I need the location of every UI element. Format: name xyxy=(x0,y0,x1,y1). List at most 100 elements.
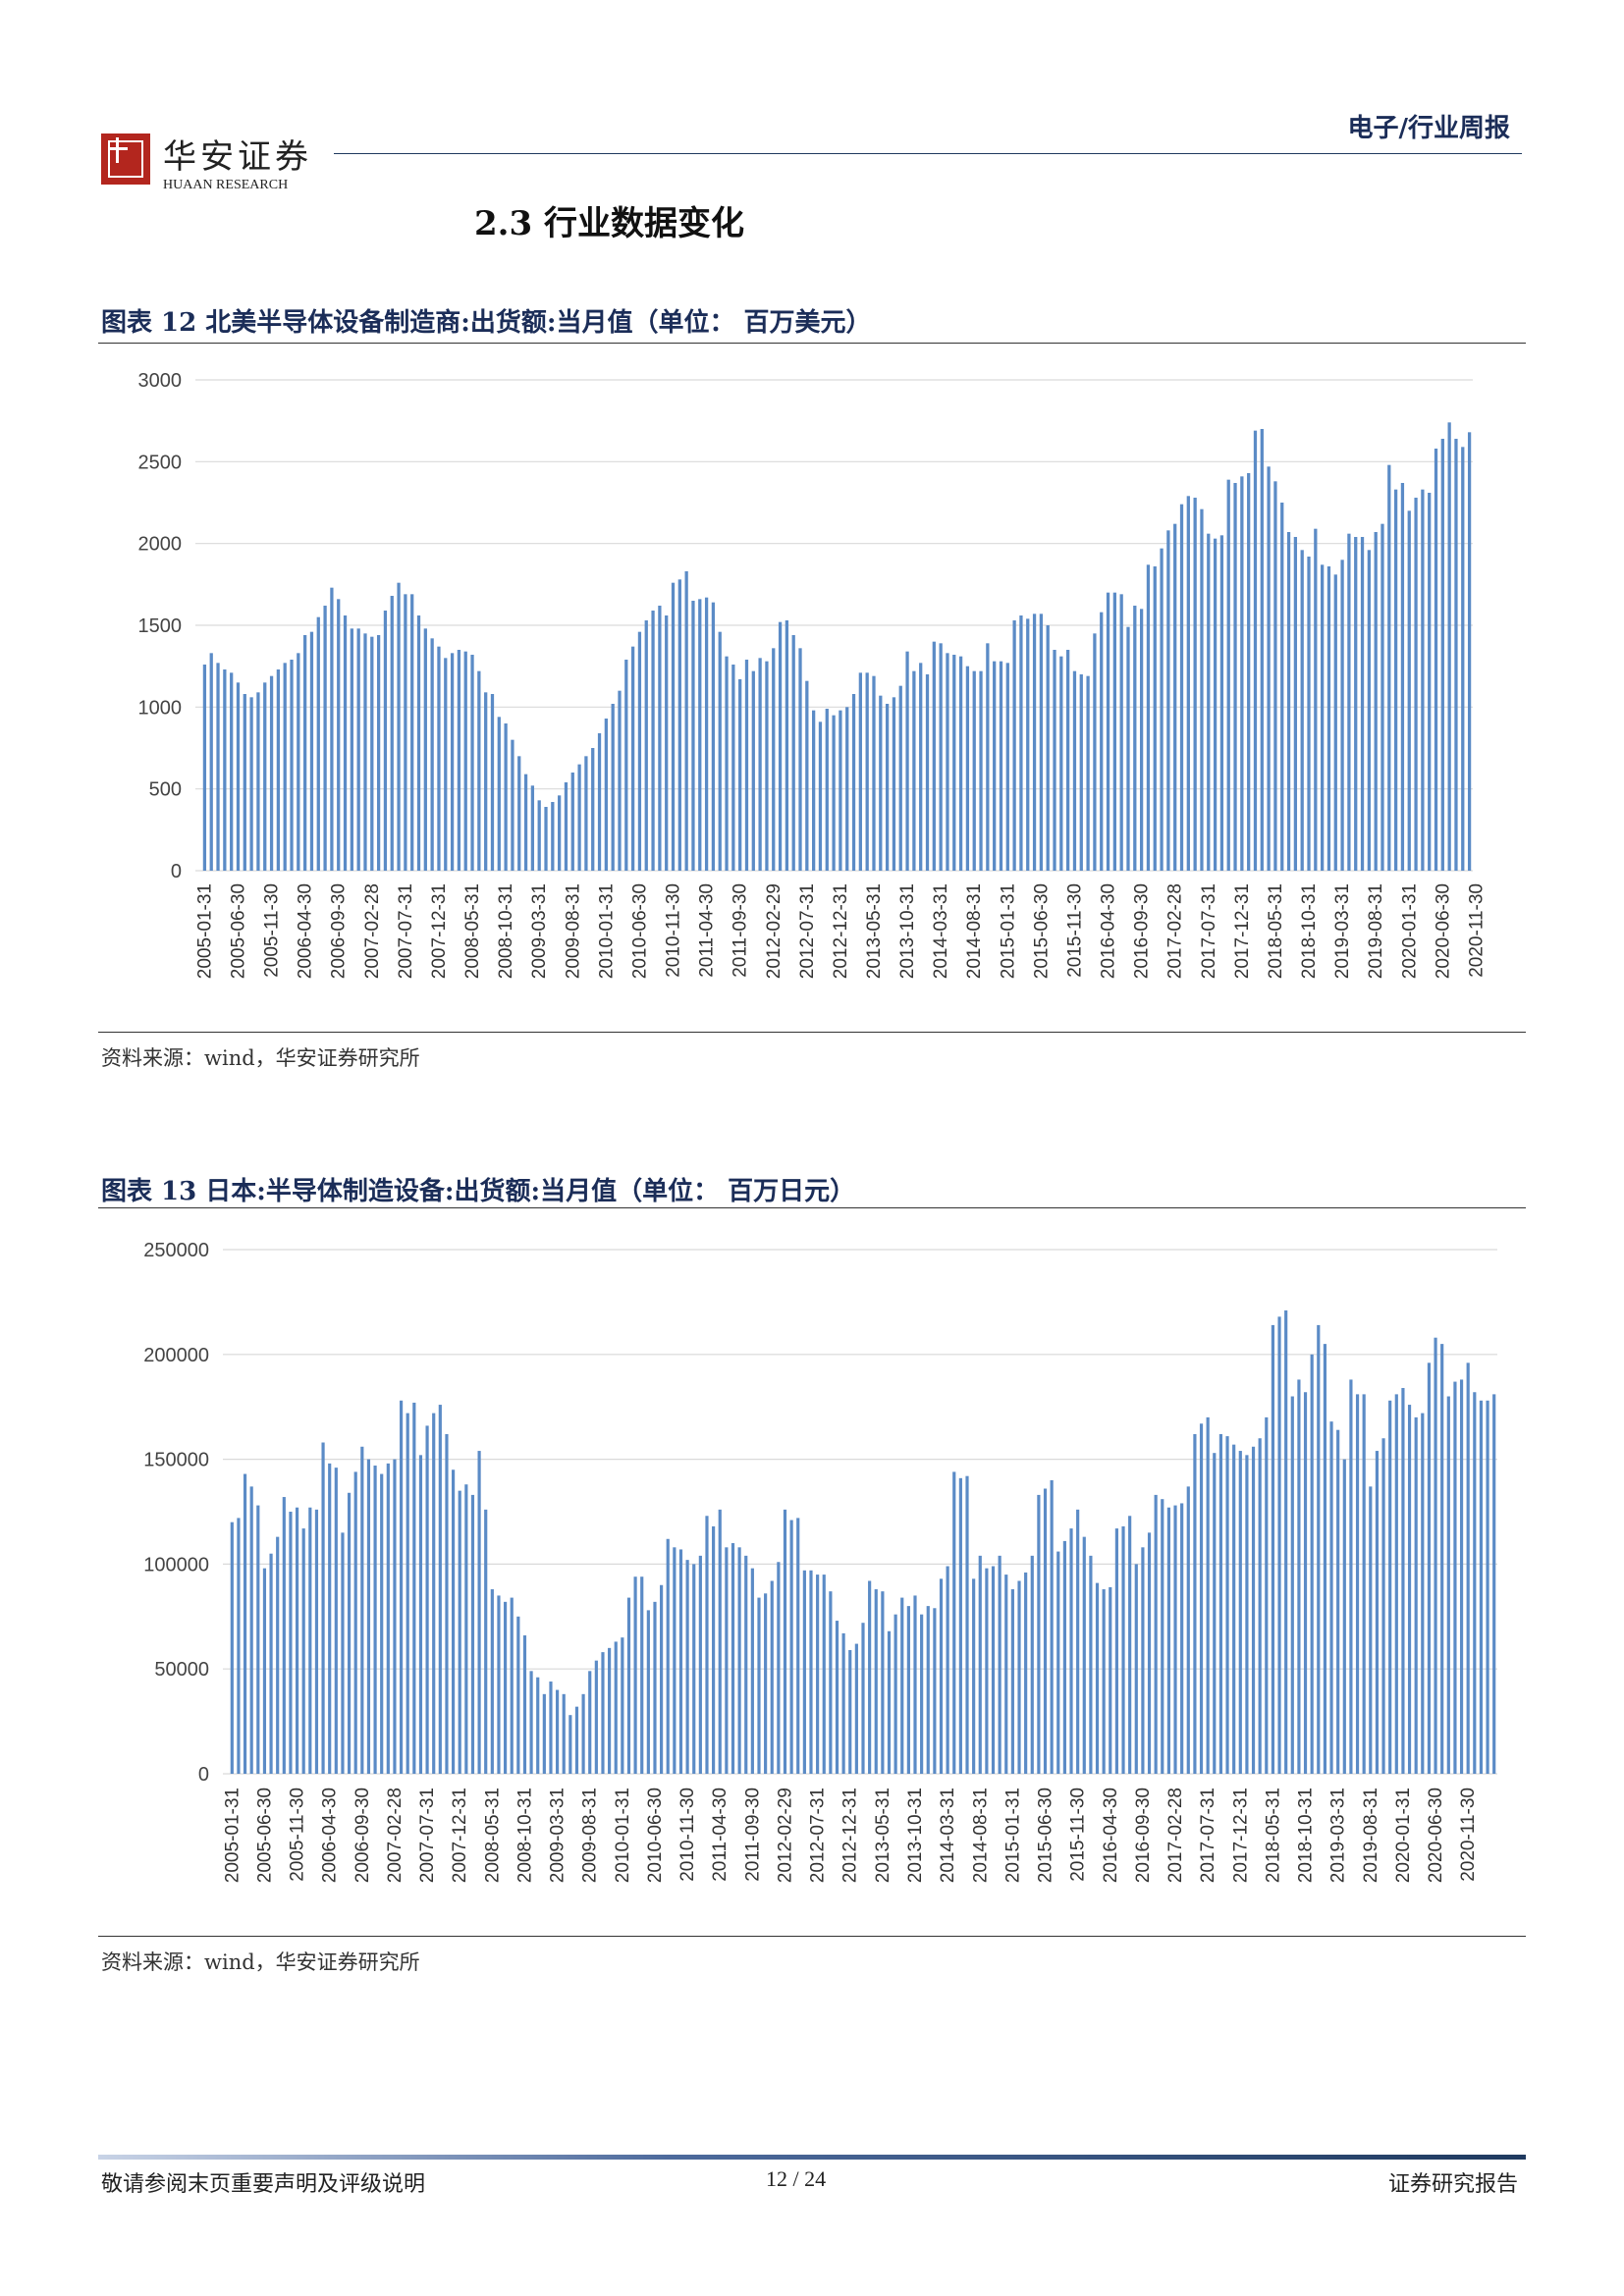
bar xyxy=(939,643,943,871)
x-tick-label: 2009-08-31 xyxy=(580,1788,601,1883)
bar xyxy=(1141,1547,1145,1774)
bar xyxy=(249,1486,253,1774)
bar xyxy=(1053,650,1056,871)
y-tick-label: 2000 xyxy=(138,534,183,556)
bar xyxy=(490,1589,494,1774)
bar xyxy=(993,661,997,871)
figure-12-source: 资料来源：wind，华安证券研究所 xyxy=(101,1046,420,1070)
figure-12-title: 图表 12 北美半导体设备制造商:出货额:当月值（单位： 百万美元） xyxy=(101,308,872,338)
x-tick-label: 2007-07-31 xyxy=(396,883,416,979)
bar xyxy=(376,635,381,871)
bar xyxy=(958,656,963,871)
bar xyxy=(1173,523,1177,871)
x-tick-label: 2009-08-31 xyxy=(563,883,583,979)
x-tick-label: 2015-06-30 xyxy=(1036,1788,1056,1883)
bar xyxy=(497,717,501,871)
bar xyxy=(1069,1528,1073,1774)
footer-disclaimer: 敬请参阅末页重要声明及评级说明 xyxy=(101,2172,426,2197)
bar xyxy=(1401,1387,1405,1774)
bar xyxy=(1238,1451,1242,1774)
x-tick-label: 2020-06-30 xyxy=(1426,1788,1446,1883)
bar xyxy=(900,1597,904,1774)
bar xyxy=(796,1518,800,1774)
bar xyxy=(789,1520,793,1774)
bar xyxy=(383,611,388,871)
bar xyxy=(985,1568,989,1774)
bar xyxy=(1139,609,1144,871)
bar xyxy=(1100,612,1104,871)
bar xyxy=(601,1652,605,1774)
bar xyxy=(370,636,374,871)
y-tick-label: 0 xyxy=(198,1764,209,1786)
bar xyxy=(497,1595,501,1774)
bar xyxy=(1280,503,1284,871)
bar xyxy=(1186,1486,1190,1774)
bar xyxy=(731,1543,735,1774)
x-tick-label: 2005-06-30 xyxy=(229,883,249,979)
bar xyxy=(574,1706,579,1774)
bar xyxy=(978,1555,982,1774)
bar xyxy=(898,685,902,871)
x-tick-label: 2006-09-30 xyxy=(352,1788,373,1883)
bar xyxy=(1427,1362,1432,1774)
bar xyxy=(360,1446,364,1774)
logo-seal-icon xyxy=(101,133,150,185)
bar xyxy=(1066,650,1070,871)
bar xyxy=(1043,1488,1048,1774)
bar xyxy=(946,1566,949,1774)
bar xyxy=(303,635,307,871)
bar xyxy=(337,599,341,871)
bar xyxy=(1273,481,1277,871)
bar xyxy=(1146,564,1151,871)
bar xyxy=(430,638,434,871)
bar xyxy=(932,641,936,871)
bar xyxy=(854,1643,858,1774)
x-tick-label: 2020-11-30 xyxy=(1458,1788,1479,1882)
x-tick-label: 2010-01-31 xyxy=(596,883,617,979)
x-tick-label: 2017-12-31 xyxy=(1232,883,1253,979)
bar xyxy=(972,670,976,871)
bar xyxy=(791,635,795,871)
bar xyxy=(1265,1416,1269,1774)
bar xyxy=(750,1568,754,1774)
bar xyxy=(1200,508,1204,871)
bar xyxy=(893,1614,897,1774)
bar xyxy=(658,606,662,871)
x-tick-label: 2005-11-30 xyxy=(288,1788,308,1882)
bar xyxy=(677,579,681,871)
bar xyxy=(770,1580,774,1774)
bar xyxy=(393,1459,397,1774)
bar xyxy=(1317,1324,1321,1774)
bar xyxy=(510,1597,514,1774)
bar xyxy=(1461,447,1465,871)
bar xyxy=(737,1547,741,1774)
bar xyxy=(630,646,635,871)
bar xyxy=(316,616,320,871)
bar xyxy=(637,631,642,871)
section-title: 2.3 行业数据变化 xyxy=(474,204,744,243)
y-tick-label: 50000 xyxy=(154,1659,209,1681)
bar xyxy=(386,1463,390,1774)
bar xyxy=(874,1589,878,1774)
bar xyxy=(920,1614,924,1774)
bar xyxy=(484,692,488,871)
bar xyxy=(477,670,481,871)
bar xyxy=(522,1635,527,1774)
bar xyxy=(463,651,467,871)
bar xyxy=(1414,498,1418,871)
x-tick-label: 2011-09-30 xyxy=(742,1788,763,1882)
bar xyxy=(1102,1589,1106,1774)
x-tick-label: 2015-11-30 xyxy=(1065,883,1086,978)
bar xyxy=(785,620,789,871)
bar xyxy=(1213,1453,1217,1774)
bar xyxy=(1440,439,1444,871)
x-tick-label: 2006-09-30 xyxy=(329,883,350,979)
x-tick-label: 2009-03-31 xyxy=(548,1788,568,1883)
bar xyxy=(1119,594,1123,871)
x-tick-label: 2018-10-31 xyxy=(1299,883,1320,979)
x-tick-label: 2010-11-30 xyxy=(677,1788,698,1882)
bar xyxy=(1414,1416,1418,1774)
bar xyxy=(1290,1396,1294,1774)
bar xyxy=(805,680,809,871)
bar xyxy=(1153,566,1157,871)
